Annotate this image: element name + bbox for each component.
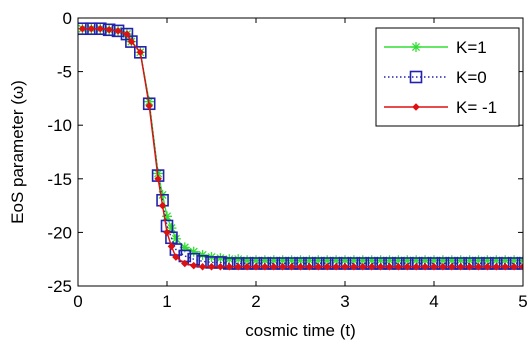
data-point bbox=[170, 233, 181, 244]
data-point bbox=[359, 262, 367, 271]
legend-box bbox=[375, 27, 520, 127]
series-3 bbox=[78, 24, 523, 271]
data-point bbox=[394, 262, 403, 271]
data-point bbox=[510, 262, 518, 271]
x-tick-label: 2 bbox=[251, 292, 260, 311]
data-point bbox=[125, 35, 138, 48]
y-tick-label: 0 bbox=[63, 9, 72, 28]
data-point bbox=[367, 262, 376, 271]
data-point bbox=[376, 262, 385, 271]
data-point bbox=[421, 262, 429, 271]
axes: 0 1 2 3 4 5 0 -5 -10 -15 -20 -25 bbox=[47, 9, 527, 311]
data-point bbox=[314, 262, 323, 271]
data-point bbox=[127, 37, 136, 46]
data-point bbox=[519, 262, 523, 271]
x-tick-label: 1 bbox=[162, 292, 171, 311]
y-axis-label: EoS parameter (ω) bbox=[8, 80, 27, 224]
data-point bbox=[501, 262, 509, 271]
legend-label: K= -1 bbox=[456, 98, 497, 117]
data-point bbox=[145, 102, 153, 110]
y-tick-label: -15 bbox=[47, 170, 72, 189]
data-point bbox=[492, 262, 501, 271]
data-point bbox=[350, 262, 358, 271]
data-point bbox=[385, 262, 394, 271]
data-point bbox=[87, 24, 96, 33]
data-point bbox=[158, 201, 167, 210]
data-point bbox=[296, 262, 305, 271]
data-point bbox=[412, 262, 420, 271]
y-tick-label: -5 bbox=[57, 63, 72, 82]
legend-entry: K= -1 bbox=[384, 98, 497, 117]
x-tick-label: 0 bbox=[73, 292, 82, 311]
data-point bbox=[261, 262, 269, 271]
x-axis-label: cosmic time (t) bbox=[245, 321, 356, 340]
x-tick-label: 5 bbox=[518, 292, 527, 311]
legend-label: K=0 bbox=[456, 68, 487, 87]
data-point bbox=[198, 262, 207, 271]
axes-frame bbox=[77, 17, 524, 287]
data-point bbox=[134, 46, 147, 59]
data-point bbox=[448, 262, 456, 271]
data-point bbox=[465, 262, 474, 271]
data-point bbox=[430, 262, 438, 271]
data-point bbox=[189, 261, 198, 270]
data-point bbox=[163, 228, 171, 237]
legend-marker bbox=[411, 42, 421, 52]
data-point bbox=[332, 262, 340, 271]
data-point bbox=[474, 262, 483, 271]
y-tick-label: -25 bbox=[47, 277, 72, 296]
data-point bbox=[439, 262, 447, 271]
data-point bbox=[270, 262, 278, 271]
data-point bbox=[252, 262, 260, 271]
data-point bbox=[105, 26, 113, 34]
y-tick-label: -20 bbox=[47, 223, 72, 242]
legend-entry: K=1 bbox=[384, 38, 487, 57]
data-point bbox=[154, 175, 162, 183]
data-point bbox=[287, 262, 296, 271]
data-point bbox=[243, 262, 251, 271]
x-tick-label: 4 bbox=[429, 292, 438, 311]
legend-entry: K=0 bbox=[384, 68, 487, 87]
data-point bbox=[341, 262, 349, 271]
data-point bbox=[456, 262, 465, 271]
legend-marker bbox=[409, 70, 423, 84]
data-point bbox=[172, 253, 180, 261]
data-point bbox=[516, 257, 523, 270]
data-point bbox=[167, 242, 176, 251]
data-point bbox=[96, 24, 105, 33]
data-point bbox=[207, 262, 216, 271]
y-tick-label: -10 bbox=[47, 116, 72, 135]
data-point bbox=[305, 262, 314, 271]
data-point bbox=[114, 27, 122, 35]
x-tick-label: 3 bbox=[340, 292, 349, 311]
data-point bbox=[234, 262, 242, 271]
data-point bbox=[278, 262, 287, 271]
data-point bbox=[120, 27, 134, 41]
data-point bbox=[123, 30, 131, 38]
data-point bbox=[216, 262, 225, 271]
data-point bbox=[403, 262, 412, 271]
data-point bbox=[136, 48, 145, 57]
legend-marker bbox=[412, 103, 420, 111]
data-point bbox=[323, 262, 331, 271]
legend: K=1 K=0 K= -1 bbox=[375, 27, 520, 127]
data-point bbox=[78, 24, 87, 33]
legend-label: K=1 bbox=[456, 38, 487, 57]
data-point bbox=[181, 259, 189, 268]
data-point bbox=[483, 262, 492, 271]
data-point bbox=[225, 262, 234, 271]
